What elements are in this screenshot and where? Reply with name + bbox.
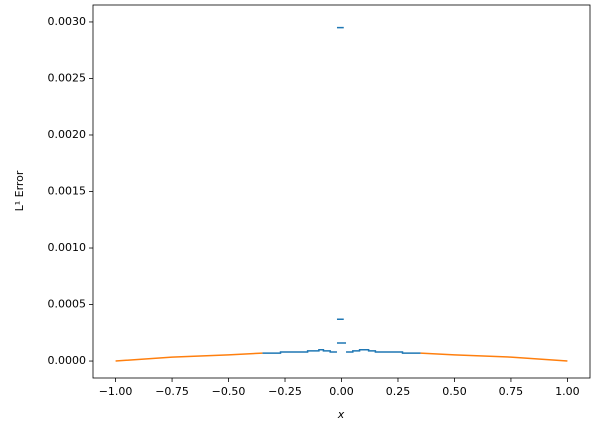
x-tick-label: 0.25 — [386, 385, 411, 398]
y-tick-label: 0.0025 — [48, 71, 87, 84]
x-tick-label: −0.75 — [155, 385, 189, 398]
y-axis-label: L¹ Error — [13, 170, 26, 211]
x-tick-label: 0.00 — [329, 385, 354, 398]
x-tick-label: 0.50 — [442, 385, 467, 398]
x-tick-label: −0.50 — [212, 385, 246, 398]
x-tick-label: 0.75 — [499, 385, 524, 398]
axes-frame — [92, 4, 591, 379]
y-tick-label: 0.0020 — [48, 128, 87, 141]
series-line — [115, 352, 568, 362]
y-tick-label: 0.0010 — [48, 241, 87, 254]
y-tick-label: 0.0030 — [48, 15, 87, 28]
x-axis-label: x — [337, 408, 345, 421]
x-tick-label: 1.00 — [555, 385, 580, 398]
x-tick-label: −1.00 — [99, 385, 133, 398]
y-tick-label: 0.0015 — [48, 185, 87, 198]
series-line — [262, 26, 421, 354]
y-tick-label: 0.0005 — [48, 298, 87, 311]
x-tick-label: −0.25 — [268, 385, 302, 398]
y-tick-label: 0.0000 — [48, 354, 87, 367]
